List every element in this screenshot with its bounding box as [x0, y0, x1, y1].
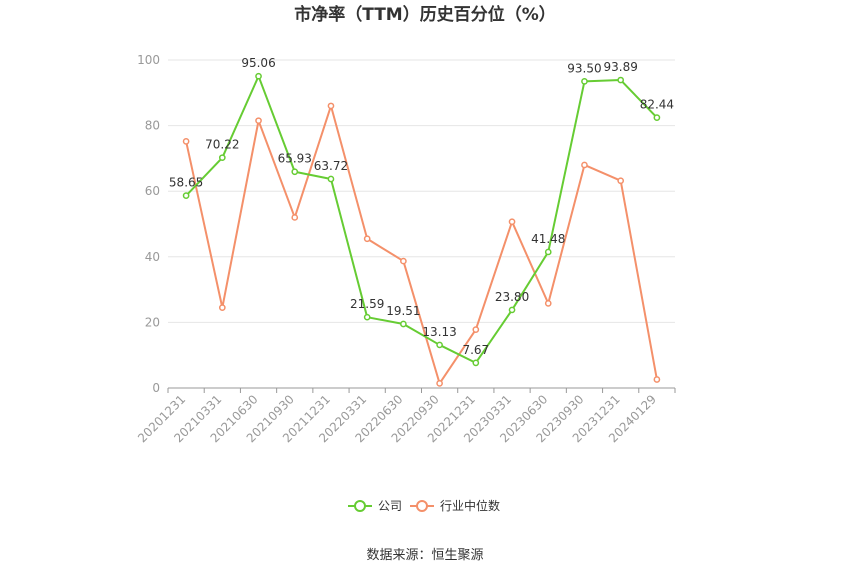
point-company [218, 154, 226, 162]
axes: 0204060801002020123120210331202106302021… [135, 53, 676, 445]
data-label: 95.06 [241, 56, 275, 70]
point-industry [291, 214, 299, 221]
legend-label: 公司 [378, 499, 402, 513]
data-label: 13.13 [422, 325, 456, 339]
source-note: 数据来源：恒生聚源 [366, 548, 483, 563]
point-company [581, 77, 588, 85]
point-company [617, 76, 625, 84]
point-company [544, 248, 552, 256]
point-industry [327, 102, 335, 110]
data-label: 23.80 [495, 290, 529, 304]
data-label: 41.48 [531, 232, 565, 246]
point-company [472, 359, 480, 367]
legend-label: 行业中位数 [440, 498, 500, 513]
point-company [182, 192, 190, 199]
point-company [255, 72, 262, 80]
series [182, 72, 661, 387]
point-industry [544, 300, 552, 307]
data-label: 58.65 [169, 176, 203, 190]
y-tick-label: 0 [152, 381, 160, 395]
point-industry [617, 177, 625, 185]
series-line-company [185, 75, 658, 364]
legend-marker [354, 500, 366, 512]
point-industry [182, 137, 190, 145]
point-industry [218, 304, 226, 311]
data-label: 65.93 [278, 152, 312, 166]
data-label: 7.67 [462, 343, 489, 357]
point-company [400, 320, 407, 328]
data-label: 93.50 [567, 61, 601, 75]
y-tick-label: 40 [145, 250, 160, 264]
legend-marker [416, 500, 428, 512]
point-industry [653, 376, 661, 383]
data-label: 19.51 [386, 304, 420, 318]
data-label: 70.22 [205, 138, 239, 152]
point-industry [472, 326, 480, 333]
point-company [508, 306, 516, 314]
data-label: 82.44 [640, 98, 674, 112]
point-industry [508, 218, 516, 226]
point-industry [255, 117, 262, 125]
point-industry [400, 257, 407, 265]
point-company [327, 175, 335, 183]
y-tick-label: 60 [145, 184, 160, 198]
series-line-industry [185, 104, 658, 385]
y-tick-label: 80 [145, 119, 160, 133]
chart-title: 市净率（TTM）历史百分位（%） [294, 4, 556, 25]
point-industry [363, 235, 371, 243]
point-company [363, 313, 371, 321]
point-company [436, 341, 443, 349]
data-label: 93.89 [603, 60, 637, 74]
legend-item-industry[interactable]: 行业中位数 [410, 498, 500, 513]
grid [168, 59, 675, 323]
y-tick-label: 20 [145, 315, 160, 329]
y-tick-label: 100 [137, 53, 160, 67]
legend[interactable]: 公司 行业中位数 [348, 498, 500, 513]
point-industry [436, 380, 443, 387]
point-company [653, 114, 661, 121]
point-company [291, 168, 299, 176]
point-industry [581, 161, 588, 169]
legend-item-company[interactable]: 公司 [348, 499, 402, 513]
data-label: 63.72 [314, 159, 348, 173]
data-label: 21.59 [350, 297, 384, 311]
